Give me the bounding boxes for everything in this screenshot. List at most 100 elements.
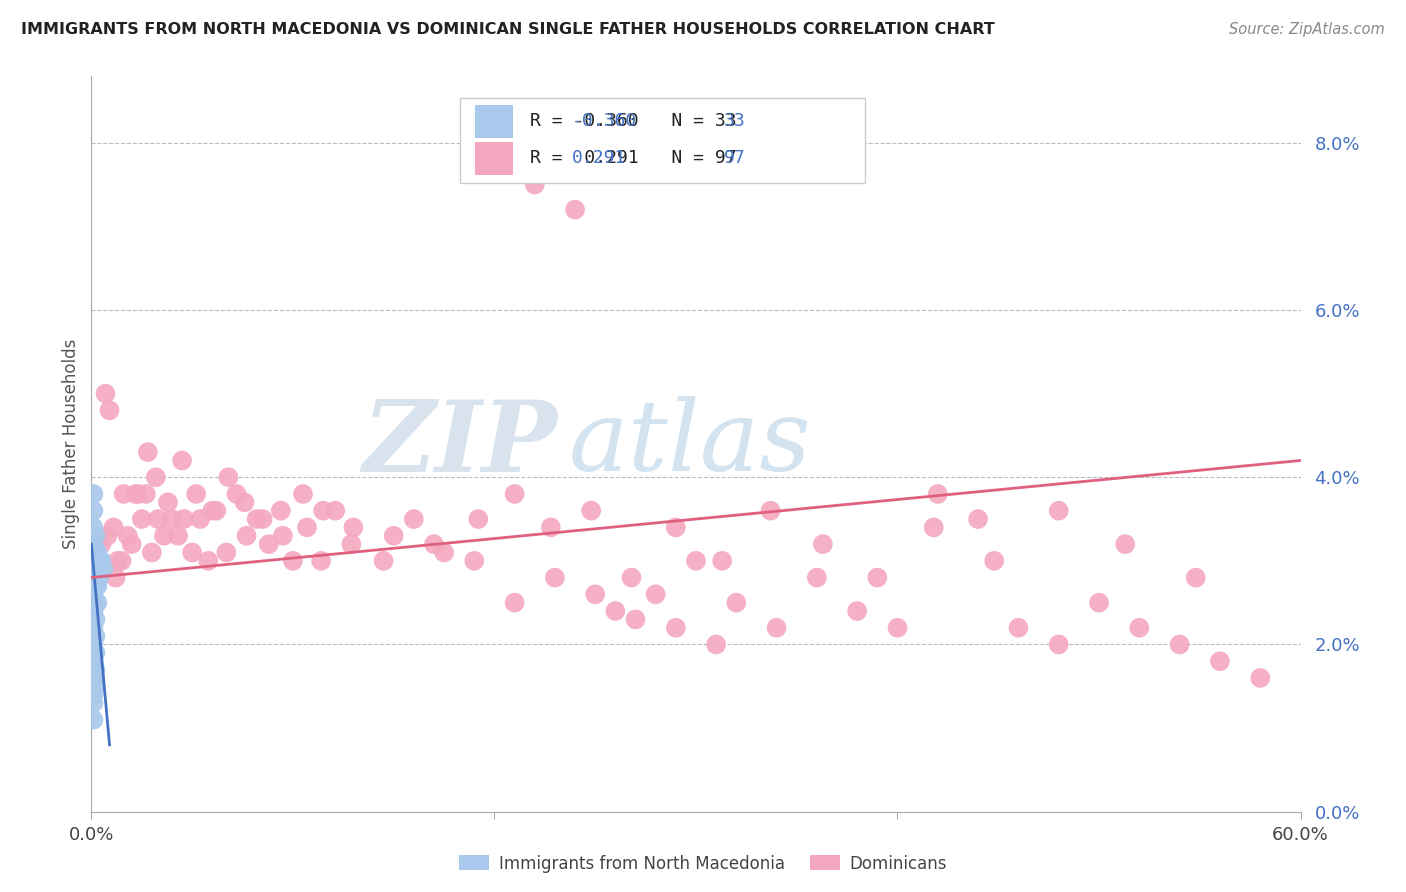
Point bbox=[82, 503, 104, 517]
Point bbox=[281, 554, 304, 568]
Point bbox=[1007, 621, 1029, 635]
Point bbox=[252, 512, 274, 526]
Point bbox=[467, 512, 489, 526]
Point bbox=[1184, 571, 1206, 585]
Point bbox=[111, 554, 132, 568]
Point bbox=[145, 470, 167, 484]
Point bbox=[583, 587, 606, 601]
Point bbox=[107, 554, 129, 568]
Legend: Immigrants from North Macedonia, Dominicans: Immigrants from North Macedonia, Dominic… bbox=[453, 848, 953, 880]
Point bbox=[127, 487, 149, 501]
Point bbox=[156, 495, 179, 509]
Point bbox=[423, 537, 446, 551]
Point bbox=[257, 537, 280, 551]
Point bbox=[103, 520, 125, 534]
Point bbox=[86, 579, 108, 593]
Point bbox=[725, 596, 748, 610]
Text: -0.360: -0.360 bbox=[571, 112, 637, 130]
Text: IMMIGRANTS FROM NORTH MACEDONIA VS DOMINICAN SINGLE FATHER HOUSEHOLDS CORRELATIO: IMMIGRANTS FROM NORTH MACEDONIA VS DOMIN… bbox=[21, 22, 995, 37]
Point bbox=[644, 587, 666, 601]
Point bbox=[84, 612, 107, 626]
Point bbox=[82, 637, 104, 651]
Text: ZIP: ZIP bbox=[361, 395, 557, 492]
Point bbox=[94, 386, 117, 401]
Point bbox=[82, 688, 104, 702]
Point bbox=[340, 537, 363, 551]
Point bbox=[167, 529, 190, 543]
Point bbox=[704, 637, 727, 651]
Point bbox=[540, 520, 562, 534]
Point bbox=[217, 470, 239, 484]
Point bbox=[82, 537, 104, 551]
Bar bbox=[475, 142, 513, 175]
Point bbox=[233, 495, 256, 509]
Point bbox=[605, 604, 627, 618]
Point bbox=[82, 696, 104, 710]
Point bbox=[665, 621, 688, 635]
Point bbox=[270, 503, 292, 517]
Text: 97: 97 bbox=[724, 149, 745, 167]
Bar bbox=[475, 105, 513, 138]
Text: 33: 33 bbox=[724, 112, 745, 130]
Text: R =  0.291   N = 97: R = 0.291 N = 97 bbox=[530, 149, 737, 167]
Point bbox=[160, 512, 183, 526]
Point bbox=[90, 554, 112, 568]
Point bbox=[711, 554, 734, 568]
Point bbox=[82, 604, 104, 618]
Point bbox=[82, 571, 104, 585]
Point bbox=[759, 503, 782, 517]
Point bbox=[579, 503, 602, 517]
Point bbox=[463, 554, 485, 568]
Point bbox=[141, 545, 163, 559]
Point bbox=[544, 571, 567, 585]
Point bbox=[1249, 671, 1271, 685]
Point bbox=[172, 453, 194, 467]
Point bbox=[624, 612, 647, 626]
Point bbox=[86, 562, 108, 576]
Point bbox=[235, 529, 257, 543]
Point bbox=[811, 537, 834, 551]
Point bbox=[1088, 596, 1111, 610]
Point bbox=[373, 554, 395, 568]
Point bbox=[84, 663, 107, 677]
Point bbox=[82, 554, 104, 568]
Text: R = -0.360   N = 33: R = -0.360 N = 33 bbox=[530, 112, 737, 130]
Point bbox=[685, 554, 707, 568]
Point bbox=[1114, 537, 1136, 551]
Point bbox=[1047, 637, 1070, 651]
Point bbox=[84, 529, 107, 543]
Text: 0.291: 0.291 bbox=[571, 149, 626, 167]
Point bbox=[82, 621, 104, 635]
Point bbox=[84, 545, 107, 559]
Point bbox=[1168, 637, 1191, 651]
Point bbox=[82, 713, 104, 727]
Point bbox=[82, 487, 104, 501]
Point bbox=[503, 596, 526, 610]
Point bbox=[153, 529, 176, 543]
Point bbox=[188, 512, 211, 526]
Point bbox=[84, 596, 107, 610]
Point bbox=[886, 621, 908, 635]
Text: Source: ZipAtlas.com: Source: ZipAtlas.com bbox=[1229, 22, 1385, 37]
Point bbox=[197, 554, 219, 568]
Point bbox=[922, 520, 945, 534]
Y-axis label: Single Father Households: Single Father Households bbox=[62, 339, 80, 549]
Point bbox=[846, 604, 869, 618]
Point bbox=[181, 545, 204, 559]
Point bbox=[503, 487, 526, 501]
Point bbox=[173, 512, 195, 526]
Point bbox=[967, 512, 990, 526]
Point bbox=[292, 487, 315, 501]
Point bbox=[82, 671, 104, 685]
Point bbox=[620, 571, 643, 585]
Point bbox=[866, 571, 889, 585]
Point bbox=[312, 503, 335, 517]
Point bbox=[402, 512, 425, 526]
Point bbox=[86, 596, 108, 610]
Point bbox=[201, 503, 224, 517]
Point bbox=[121, 537, 143, 551]
Point bbox=[98, 403, 121, 417]
Point bbox=[225, 487, 247, 501]
Point bbox=[96, 529, 118, 543]
Point bbox=[246, 512, 269, 526]
